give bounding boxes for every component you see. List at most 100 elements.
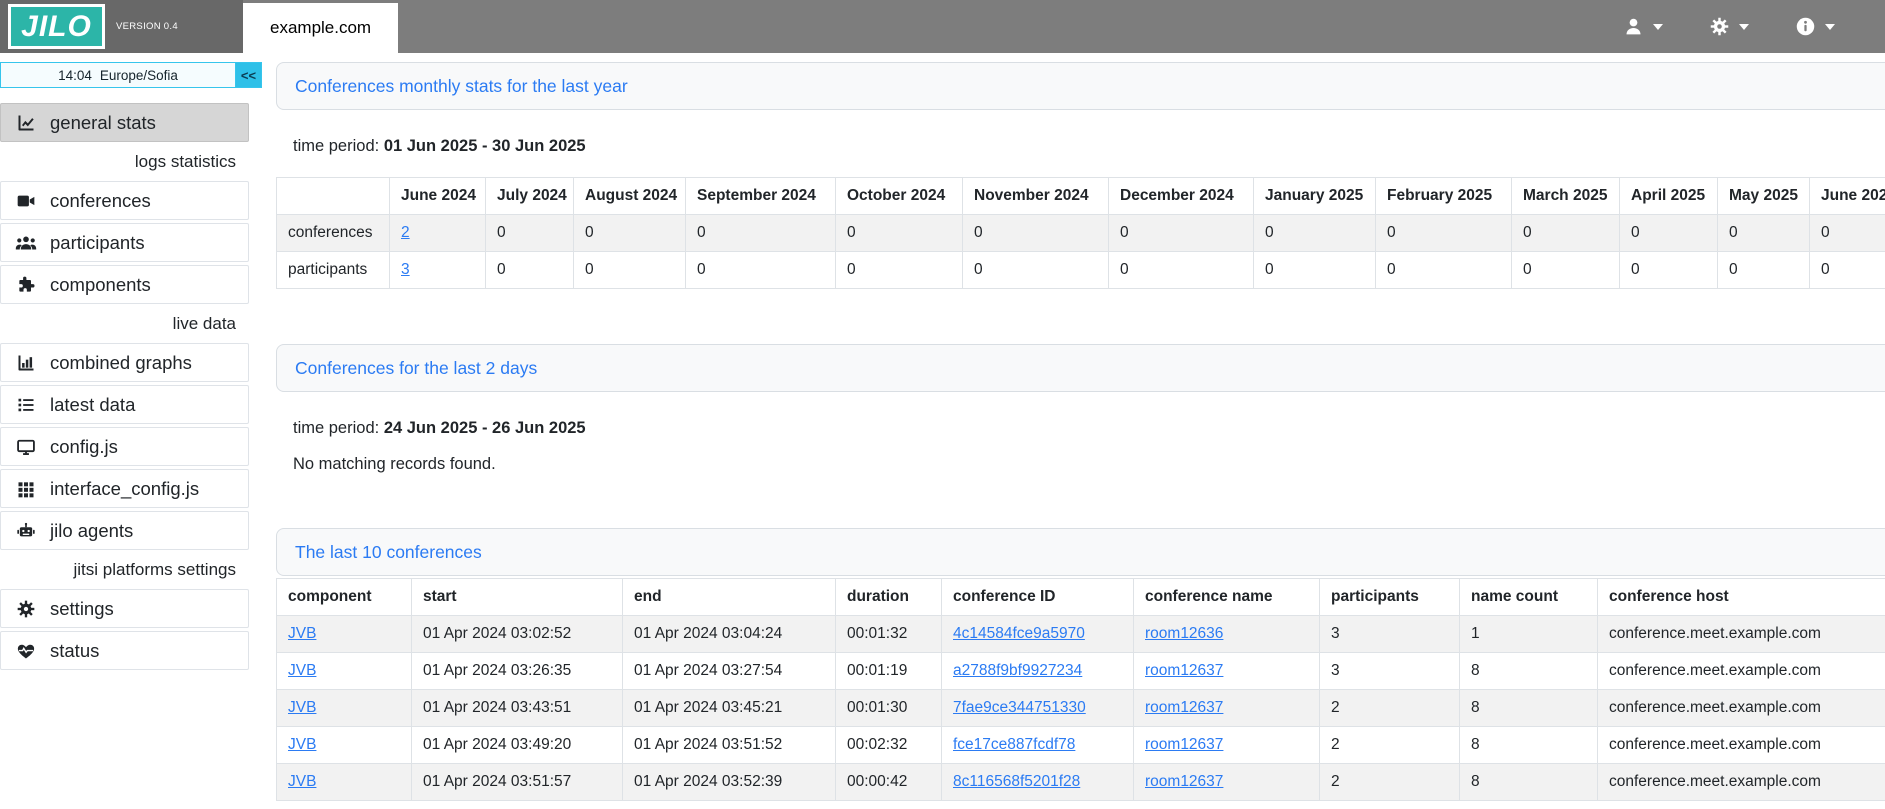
sidebar-item-combined-graphs[interactable]: combined graphs <box>0 343 249 382</box>
sidebar-section-logs-statistics: logs statistics <box>0 146 249 177</box>
column-header: November 2024 <box>963 178 1109 215</box>
cell: JVB <box>277 690 412 727</box>
cell: 01 Apr 2024 03:02:52 <box>412 616 623 653</box>
video-camera-icon <box>14 191 37 211</box>
cell: 0 <box>1376 252 1512 289</box>
sidebar-item-conferences[interactable]: conferences <box>0 181 249 220</box>
column-header: April 2025 <box>1620 178 1718 215</box>
info-menu-toggle[interactable] <box>1795 16 1835 37</box>
cell: 4c14584fce9a5970 <box>942 616 1134 653</box>
cell: 0 <box>1512 252 1620 289</box>
cell: 00:02:32 <box>836 727 942 764</box>
row-label: conferences <box>277 215 390 252</box>
cell: 01 Apr 2024 03:45:21 <box>623 690 836 727</box>
bar-chart-icon <box>14 353 37 373</box>
sidebar-item-label: components <box>50 274 151 296</box>
sidebar-item-components[interactable]: components <box>0 265 249 304</box>
cell: 01 Apr 2024 03:51:57 <box>412 764 623 801</box>
conference-id-link[interactable]: 7fae9ce344751330 <box>953 699 1086 716</box>
cell: 0 <box>574 215 686 252</box>
table-row: conferences 2 0 0 0 0 0 0 0 0 0 0 0 0 <box>277 215 1885 252</box>
cell: conference.meet.example.com <box>1598 653 1885 690</box>
participants-count-link[interactable]: 3 <box>401 261 410 278</box>
column-header: July 2024 <box>486 178 574 215</box>
time-period-label: time period: <box>293 137 379 155</box>
cell: 8 <box>1460 764 1598 801</box>
table-header-row: June 2024 July 2024 August 2024 Septembe… <box>277 178 1885 215</box>
sidebar-item-participants[interactable]: participants <box>0 223 249 262</box>
sidebar-item-jilo-agents[interactable]: jilo agents <box>0 511 249 550</box>
cell: 2 <box>390 215 486 252</box>
user-icon <box>1623 16 1644 37</box>
cell: conference.meet.example.com <box>1598 616 1885 653</box>
column-header <box>277 178 390 215</box>
cell: room12637 <box>1134 653 1320 690</box>
chevron-down-icon <box>1653 24 1663 30</box>
conference-name-link[interactable]: room12637 <box>1145 736 1223 753</box>
table-header-row: component start end duration conference … <box>277 579 1885 616</box>
conference-id-link[interactable]: fce17ce887fcdf78 <box>953 736 1075 753</box>
conference-name-link[interactable]: room12636 <box>1145 625 1223 642</box>
cell: 00:01:19 <box>836 653 942 690</box>
sidebar-item-settings[interactable]: settings <box>0 589 249 628</box>
sidebar-collapse-button[interactable]: << <box>235 63 261 87</box>
card-title-last-10-conferences: The last 10 conferences <box>276 528 1885 576</box>
sidebar-item-latest-data[interactable]: latest data <box>0 385 249 424</box>
sidebar-item-label: latest data <box>50 394 135 416</box>
sidebar-item-general-stats[interactable]: general stats <box>0 103 249 142</box>
conference-id-link[interactable]: 4c14584fce9a5970 <box>953 625 1085 642</box>
cell: fce17ce887fcdf78 <box>942 727 1134 764</box>
cell: 01 Apr 2024 03:04:24 <box>623 616 836 653</box>
settings-menu-toggle[interactable] <box>1709 16 1749 37</box>
component-link[interactable]: JVB <box>288 625 316 642</box>
grid-icon <box>14 479 37 499</box>
cell: 0 <box>1718 215 1810 252</box>
sidebar-item-config-js[interactable]: config.js <box>0 427 249 466</box>
conference-name-link[interactable]: room12637 <box>1145 773 1223 790</box>
component-link[interactable]: JVB <box>288 699 316 716</box>
conferences-count-link[interactable]: 2 <box>401 224 410 241</box>
chevron-down-icon <box>1825 24 1835 30</box>
heart-pulse-icon <box>14 641 37 661</box>
cell: 0 <box>486 252 574 289</box>
cell: 0 <box>963 215 1109 252</box>
cell: 0 <box>486 215 574 252</box>
cell: 00:00:42 <box>836 764 942 801</box>
cell: 3 <box>390 252 486 289</box>
sidebar-item-label: conferences <box>50 190 151 212</box>
cell: 01 Apr 2024 03:52:39 <box>623 764 836 801</box>
conference-id-link[interactable]: 8c116568f5201f28 <box>953 773 1080 790</box>
cell: room12637 <box>1134 764 1320 801</box>
platform-tab-example-com[interactable]: example.com <box>243 3 398 53</box>
time-period-line: time period: 01 Jun 2025 - 30 Jun 2025 <box>293 137 1885 156</box>
cell: 01 Apr 2024 03:49:20 <box>412 727 623 764</box>
column-header: conference ID <box>942 579 1134 616</box>
cell: 8 <box>1460 690 1598 727</box>
cell: JVB <box>277 727 412 764</box>
cell: 01 Apr 2024 03:27:54 <box>623 653 836 690</box>
clock-bar: 14:04 Europe/Sofia << <box>0 62 262 88</box>
conference-id-link[interactable]: a2788f9bf9927234 <box>953 662 1082 679</box>
sidebar-item-status[interactable]: status <box>0 631 249 670</box>
table-row: JVB 01 Apr 2024 03:49:20 01 Apr 2024 03:… <box>277 727 1885 764</box>
conference-name-link[interactable]: room12637 <box>1145 699 1223 716</box>
sidebar-item-interface-config-js[interactable]: interface_config.js <box>0 469 249 508</box>
component-link[interactable]: JVB <box>288 773 316 790</box>
cell: 0 <box>963 252 1109 289</box>
conference-name-link[interactable]: room12637 <box>1145 662 1223 679</box>
last-conferences-table: component start end duration conference … <box>276 578 1885 801</box>
table-row: JVB 01 Apr 2024 03:51:57 01 Apr 2024 03:… <box>277 764 1885 801</box>
sidebar-item-label: interface_config.js <box>50 478 199 500</box>
main-content: Conferences monthly stats for the last y… <box>262 53 1885 809</box>
monthly-stats-table: June 2024 July 2024 August 2024 Septembe… <box>276 177 1885 289</box>
sidebar-item-label: participants <box>50 232 145 254</box>
sidebar-item-label: jilo agents <box>50 520 133 542</box>
component-link[interactable]: JVB <box>288 662 316 679</box>
column-header: August 2024 <box>574 178 686 215</box>
topbar-menus <box>1623 0 1885 53</box>
info-icon <box>1795 16 1816 37</box>
sidebar-item-label: settings <box>50 598 114 620</box>
component-link[interactable]: JVB <box>288 736 316 753</box>
account-menu-toggle[interactable] <box>1623 16 1663 37</box>
cell: 1 <box>1460 616 1598 653</box>
